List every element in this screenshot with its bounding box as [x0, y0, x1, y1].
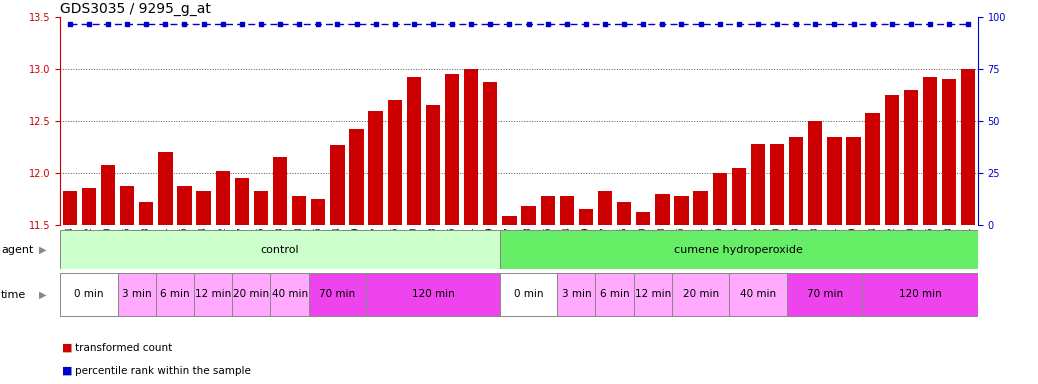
Bar	[216, 171, 229, 225]
Bar	[730, 273, 787, 316]
Bar	[483, 81, 497, 225]
Bar	[863, 273, 978, 316]
Bar	[368, 111, 383, 225]
Text: 0 min: 0 min	[514, 289, 543, 299]
Text: 12 min: 12 min	[195, 289, 231, 299]
Bar	[426, 106, 440, 225]
Bar	[350, 129, 363, 225]
Text: 40 min: 40 min	[272, 289, 307, 299]
Bar	[253, 192, 268, 225]
Text: 20 min: 20 min	[234, 289, 270, 299]
Bar	[827, 137, 842, 225]
Bar	[500, 273, 557, 316]
Bar	[156, 273, 194, 316]
Bar	[366, 273, 500, 316]
Bar	[693, 192, 708, 225]
Bar	[789, 137, 803, 225]
Bar	[633, 273, 672, 316]
Bar	[308, 273, 366, 316]
Text: percentile rank within the sample: percentile rank within the sample	[75, 366, 250, 376]
Bar	[273, 157, 288, 225]
Bar	[557, 273, 596, 316]
Bar	[158, 152, 172, 225]
Bar	[596, 273, 633, 316]
Text: 3 min: 3 min	[562, 289, 592, 299]
Text: agent: agent	[1, 245, 33, 255]
Bar	[541, 195, 555, 225]
Text: ■: ■	[62, 366, 73, 376]
Bar	[101, 164, 115, 225]
Bar	[809, 121, 822, 225]
Bar	[330, 145, 345, 225]
Text: 6 min: 6 min	[160, 289, 190, 299]
Text: 120 min: 120 min	[899, 289, 941, 299]
Bar	[598, 192, 612, 225]
Bar	[464, 69, 479, 225]
Text: 20 min: 20 min	[683, 289, 718, 299]
Bar	[559, 195, 574, 225]
Bar	[866, 113, 880, 225]
Text: ▶: ▶	[39, 245, 47, 255]
Text: 3 min: 3 min	[121, 289, 152, 299]
Bar	[712, 173, 727, 225]
Bar	[196, 192, 211, 225]
Bar	[194, 273, 233, 316]
Bar	[904, 90, 918, 225]
Text: time: time	[1, 290, 26, 300]
Text: cumene hydroperoxide: cumene hydroperoxide	[675, 245, 803, 255]
Bar	[923, 78, 937, 225]
Bar	[961, 69, 976, 225]
Bar	[235, 178, 249, 225]
Bar	[445, 74, 459, 225]
Bar	[407, 78, 421, 225]
Bar	[787, 273, 863, 316]
Bar	[177, 186, 192, 225]
Text: 120 min: 120 min	[412, 289, 455, 299]
Bar	[500, 230, 978, 269]
Text: GDS3035 / 9295_g_at: GDS3035 / 9295_g_at	[60, 2, 211, 16]
Bar	[617, 202, 631, 225]
Bar	[521, 206, 536, 225]
Bar	[941, 79, 956, 225]
Bar	[750, 144, 765, 225]
Bar	[387, 100, 402, 225]
Text: ▶: ▶	[39, 290, 47, 300]
Bar	[117, 273, 156, 316]
Bar	[271, 273, 308, 316]
Text: ■: ■	[62, 343, 73, 353]
Text: 0 min: 0 min	[74, 289, 104, 299]
Text: 70 min: 70 min	[807, 289, 843, 299]
Bar	[311, 199, 326, 225]
Bar	[579, 209, 593, 225]
Bar	[62, 192, 77, 225]
Bar	[846, 137, 861, 225]
Bar	[233, 273, 271, 316]
Bar	[672, 273, 730, 316]
Text: 70 min: 70 min	[320, 289, 355, 299]
Bar	[82, 189, 97, 225]
Bar	[655, 194, 670, 225]
Text: control: control	[261, 245, 299, 255]
Bar	[292, 195, 306, 225]
Text: 40 min: 40 min	[740, 289, 776, 299]
Text: 12 min: 12 min	[634, 289, 671, 299]
Bar	[770, 144, 785, 225]
Bar	[60, 273, 117, 316]
Bar	[884, 95, 899, 225]
Bar	[732, 168, 746, 225]
Text: 6 min: 6 min	[600, 289, 629, 299]
Bar	[60, 230, 500, 269]
Bar	[675, 195, 688, 225]
Text: transformed count: transformed count	[75, 343, 172, 353]
Bar	[636, 212, 651, 225]
Bar	[139, 202, 154, 225]
Bar	[120, 186, 134, 225]
Bar	[502, 216, 517, 225]
